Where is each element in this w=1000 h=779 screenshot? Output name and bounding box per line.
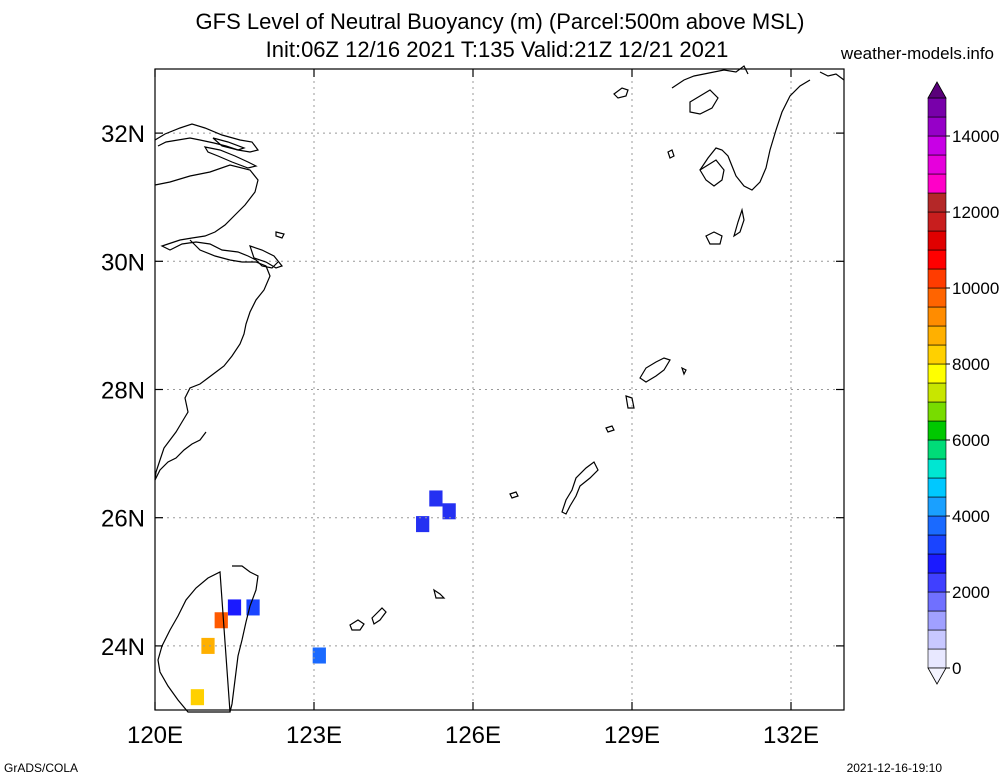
colorbar-segment xyxy=(927,382,947,403)
fujian-coast xyxy=(154,431,207,481)
zhoushan-islet xyxy=(275,231,285,239)
amami-islet xyxy=(680,366,687,376)
colorbar-segment xyxy=(927,97,947,118)
lon-tick-label: 129E xyxy=(604,722,660,749)
goto-islands xyxy=(613,87,629,99)
colorbar-segment xyxy=(927,572,947,593)
map-axes: 120E 123E 126E 129E 132E 24N 26N 28N 30N 32N xyxy=(101,68,845,749)
lat-tick-label: 32N xyxy=(101,121,145,148)
data-cell xyxy=(201,637,215,654)
china-coast-north xyxy=(154,123,260,153)
data-cell xyxy=(416,516,430,533)
map-frame xyxy=(154,68,845,711)
lon-tick-label: 120E xyxy=(127,722,183,749)
colorbar-segment xyxy=(927,135,947,156)
hangzhou-bay-north xyxy=(154,164,279,269)
footer-timestamp: 2021-12-16-19:10 xyxy=(846,761,942,775)
data-cell xyxy=(214,612,228,629)
lon-tick-label: 132E xyxy=(763,722,819,749)
kyushu-northwest xyxy=(671,65,749,89)
colorbar-segment xyxy=(927,610,947,631)
colorbar-segment xyxy=(927,363,947,384)
colorbar-segment xyxy=(927,211,947,232)
colorbar-segment xyxy=(927,477,947,498)
yakushima xyxy=(705,231,723,245)
yaeyama-island-b xyxy=(371,607,387,625)
colorbar-label: 10000 xyxy=(952,279,999,298)
colorbar-segment xyxy=(927,268,947,289)
lat-tick-label: 30N xyxy=(101,249,145,276)
kyushu-west xyxy=(689,89,719,115)
lon-tick-label: 123E xyxy=(286,722,342,749)
colorbar-segment xyxy=(927,553,947,574)
graticule xyxy=(154,69,844,710)
colorbar-segment xyxy=(927,344,947,365)
okinawa-islet xyxy=(509,491,519,499)
okinawa-island xyxy=(561,461,599,515)
colorbar-segment xyxy=(927,230,947,251)
data-cells xyxy=(190,490,456,706)
data-cell xyxy=(227,599,242,616)
yangtze-estuary-island xyxy=(212,137,246,151)
colorbar-segment xyxy=(927,287,947,308)
coastlines xyxy=(154,65,845,713)
colorbar-label: 6000 xyxy=(952,431,990,450)
lat-tick-label: 24N xyxy=(101,634,145,661)
koshiki-islands xyxy=(667,149,675,159)
colorbar-segment xyxy=(927,306,947,327)
colorbar-max-arrow xyxy=(927,81,947,99)
colorbar-label: 4000 xyxy=(952,507,990,526)
colorbar-segment xyxy=(927,116,947,137)
data-cell xyxy=(429,490,443,507)
yangtze-estuary xyxy=(203,146,258,169)
colorbar-segment xyxy=(927,420,947,441)
lon-tick-label: 126E xyxy=(445,722,501,749)
colorbar-segment xyxy=(927,192,947,213)
colorbar-segment xyxy=(927,249,947,270)
colorbar-label: 2000 xyxy=(952,583,990,602)
yaeyama-island-a xyxy=(349,619,365,631)
kyushu-south xyxy=(699,79,811,191)
colorbar-segment xyxy=(927,173,947,194)
zhoushan-islands xyxy=(249,245,284,269)
data-cell xyxy=(190,689,205,706)
data-cell xyxy=(246,599,260,616)
footer-credit: GrADS/COLA xyxy=(4,761,79,775)
taiwan-island xyxy=(157,565,259,713)
tanegashima xyxy=(732,207,745,238)
colorbar-segment xyxy=(927,515,947,536)
colorbar-segment xyxy=(927,439,947,460)
lat-tick-label: 28N xyxy=(101,378,145,405)
map-title-line1: GFS Level of Neutral Buoyancy (m) (Parce… xyxy=(195,9,805,34)
colorbar-segment xyxy=(927,325,947,346)
data-cell xyxy=(442,503,456,520)
colorbar-segment xyxy=(927,534,947,555)
colorbar-segment xyxy=(927,154,947,175)
data-cell xyxy=(312,647,326,664)
colorbar-segment xyxy=(927,629,947,650)
shikoku-coast xyxy=(819,71,845,81)
colorbar-label: 14000 xyxy=(952,127,999,146)
zhejiang-coast xyxy=(154,239,271,481)
colorbar-segment xyxy=(927,648,947,669)
map-title-line2: Init:06Z 12/16 2021 T:135 Valid:21Z 12/2… xyxy=(265,37,729,62)
colorbar-label: 8000 xyxy=(952,355,990,374)
colorbar-segment xyxy=(927,496,947,517)
colorbar: 0 2000 4000 6000 8000 10000 12000 14000 xyxy=(927,81,999,685)
tokunoshima xyxy=(625,395,635,409)
site-credit: weather-models.info xyxy=(840,44,994,63)
colorbar-segment xyxy=(927,458,947,479)
colorbar-segment xyxy=(927,401,947,422)
amami-island xyxy=(639,357,671,383)
yoron-islet xyxy=(605,425,615,433)
lat-tick-label: 26N xyxy=(101,506,145,533)
kyushu-bay xyxy=(699,159,725,187)
colorbar-label: 0 xyxy=(952,659,961,678)
colorbar-segment xyxy=(927,591,947,612)
colorbar-min-arrow xyxy=(927,667,947,685)
miyako-island xyxy=(433,588,446,599)
colorbar-label: 12000 xyxy=(952,203,999,222)
